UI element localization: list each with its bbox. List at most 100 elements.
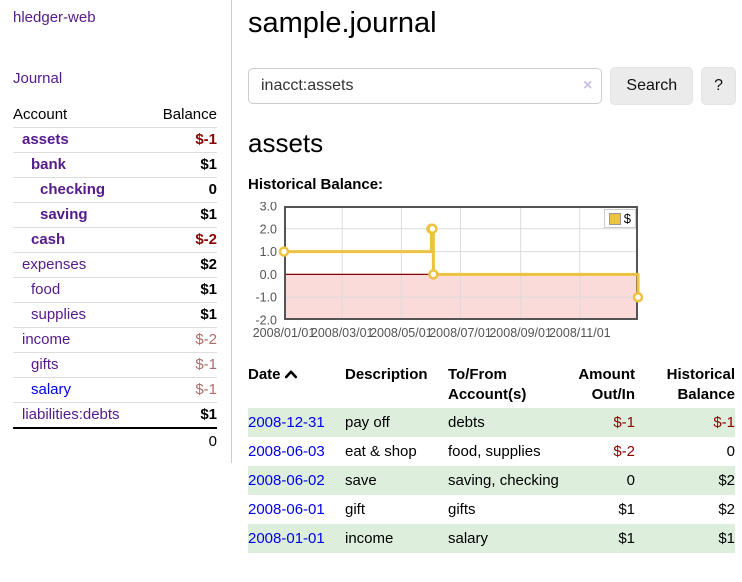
brand-link[interactable]: hledger-web	[13, 9, 96, 26]
sidebar-account-row: supplies $1	[13, 302, 217, 328]
account-balance: $-2	[195, 231, 217, 248]
register-header-amount: Amount Out/In	[578, 366, 635, 403]
chart-plot[interactable]: 3.0 2.0 1.0 0.0 -1.0 -2.0	[248, 202, 660, 326]
accounts-total-row: 0	[13, 427, 217, 455]
account-balance: 0	[208, 181, 217, 198]
register-cell: $1	[618, 501, 635, 518]
register-cell: $-2	[613, 443, 635, 460]
accounts-table: Account Balance assets $-1 bank $1 checking 0…	[13, 103, 217, 455]
sidebar-account-row: cash $-2	[13, 227, 217, 253]
register-cell: eat & shop	[345, 443, 417, 460]
sidebar: hledger-web Journal Account Balance asse…	[0, 0, 232, 463]
register-cell: gift	[345, 501, 366, 518]
sidebar-account-row: gifts $-1	[13, 352, 217, 378]
search-input[interactable]	[248, 68, 603, 104]
register-header-date[interactable]: Date	[248, 362, 345, 408]
account-heading: assets	[248, 128, 324, 158]
account-balance: $1	[200, 206, 217, 223]
register-date-link[interactable]: 2008-06-03	[248, 443, 325, 460]
accounts-header-account: Account	[13, 106, 68, 123]
chart-legend: $	[603, 209, 636, 228]
register-date-link[interactable]: 2008-06-01	[248, 501, 325, 518]
register-cell: gifts	[448, 501, 476, 518]
register-cell: $-1	[613, 414, 635, 431]
historical-balance-chart[interactable]: 3.0 2.0 1.0 0.0 -1.0 -2.0 2008/01/01 2008/03/0…	[248, 202, 660, 344]
search-form: × Search ?	[248, 67, 736, 105]
sidebar-account-link[interactable]: gifts	[31, 356, 59, 373]
sidebar-account-link[interactable]: liabilities:debts	[22, 406, 120, 423]
account-balance: $-1	[195, 356, 217, 373]
register-row: 2008-06-02 save saving, checking 0 $2	[248, 466, 735, 495]
account-balance: $1	[200, 306, 217, 323]
sidebar-account-link[interactable]: saving	[40, 206, 88, 223]
svg-text:1.0: 1.0	[260, 245, 277, 259]
account-balance: $-2	[195, 331, 217, 348]
register-row: 2008-06-01 gift gifts $1 $2	[248, 495, 735, 524]
chart-x-axis: 2008/01/01 2008/03/01 2008/05/01 2008/07/01…	[248, 326, 660, 342]
svg-text:-1.0: -1.0	[255, 291, 277, 305]
svg-text:3.0: 3.0	[260, 202, 277, 214]
sort-ascending-icon	[284, 370, 297, 379]
sidebar-account-row: liabilities:debts $1	[13, 402, 217, 428]
register-header-row: Date Description To/From Account(s) Amou…	[248, 362, 735, 408]
account-balance: $1	[200, 281, 217, 298]
register-cell: $2	[718, 501, 735, 518]
chart-title: Historical Balance:	[248, 176, 384, 193]
sidebar-account-row: checking 0	[13, 177, 217, 203]
register-cell: income	[345, 530, 394, 547]
legend-label: $	[623, 211, 631, 226]
register-date-link[interactable]: 2008-06-02	[248, 472, 325, 489]
register-date-link[interactable]: 2008-12-31	[248, 414, 325, 431]
register-header-accounts: To/From Account(s)	[448, 366, 527, 403]
register-cell: $2	[718, 472, 735, 489]
accounts-header-row: Account Balance	[13, 103, 217, 128]
chart-x-tick-label: 2008/05/01	[370, 326, 433, 340]
register-table: Date Description To/From Account(s) Amou…	[248, 362, 735, 553]
register-row: 2008-12-31 pay off debts $-1 $-1	[248, 408, 735, 437]
register-cell: salary	[448, 530, 489, 547]
account-balance: $2	[200, 256, 217, 273]
sidebar-account-link[interactable]: assets	[22, 131, 69, 148]
sidebar-account-link[interactable]: supplies	[31, 306, 87, 323]
register-cell: save	[345, 472, 377, 489]
account-balance: $-1	[195, 131, 217, 148]
register-cell: 0	[626, 472, 635, 489]
register-cell: pay off	[345, 414, 390, 431]
accounts-header-balance: Balance	[162, 106, 217, 123]
sidebar-account-link[interactable]: bank	[31, 156, 67, 173]
sidebar-account-row: salary $-1	[13, 377, 217, 403]
sidebar-account-row: bank $1	[13, 152, 217, 178]
svg-text:-2.0: -2.0	[255, 314, 277, 327]
sidebar-account-link[interactable]: food	[31, 281, 61, 298]
register-cell: food, supplies	[448, 443, 541, 460]
sidebar-account-row: assets $-1	[13, 127, 217, 153]
register-row: 2008-06-03 eat & shop food, supplies $-2 0	[248, 437, 735, 466]
legend-swatch-icon	[608, 212, 621, 225]
sidebar-account-row: expenses $2	[13, 252, 217, 278]
page-title: sample.journal	[248, 7, 437, 39]
register-date-link[interactable]: 2008-01-01	[248, 530, 325, 547]
register-cell: 0	[726, 443, 735, 460]
register-header-description: Description	[345, 366, 428, 383]
register-cell: $1	[718, 530, 735, 547]
sidebar-account-link[interactable]: expenses	[22, 256, 87, 273]
sidebar-account-link[interactable]: income	[22, 331, 71, 348]
sidebar-item-journal[interactable]: Journal	[13, 70, 63, 87]
chart-x-tick-label: 2008/09/01	[489, 326, 552, 340]
sidebar-account-row: food $1	[13, 277, 217, 303]
register-cell: saving, checking	[448, 472, 559, 489]
clear-search-icon[interactable]: ×	[583, 77, 593, 94]
search-help-button[interactable]: ?	[701, 67, 736, 105]
sidebar-account-link[interactable]: checking	[40, 181, 106, 198]
svg-text:2.0: 2.0	[260, 222, 277, 236]
chart-x-tick-label: 2008/07/01	[429, 326, 492, 340]
accounts-total-value: 0	[148, 427, 217, 455]
sidebar-account-link[interactable]: salary	[31, 381, 72, 398]
accounts-total-spacer	[13, 427, 149, 455]
chart-x-tick-label: 2008/11/01	[548, 326, 611, 340]
register-header-balance: Historical Balance	[666, 366, 735, 403]
svg-text:0.0: 0.0	[260, 268, 277, 282]
search-button[interactable]: Search	[610, 67, 694, 105]
sidebar-account-link[interactable]: cash	[31, 231, 66, 248]
sidebar-account-row: saving $1	[13, 202, 217, 228]
